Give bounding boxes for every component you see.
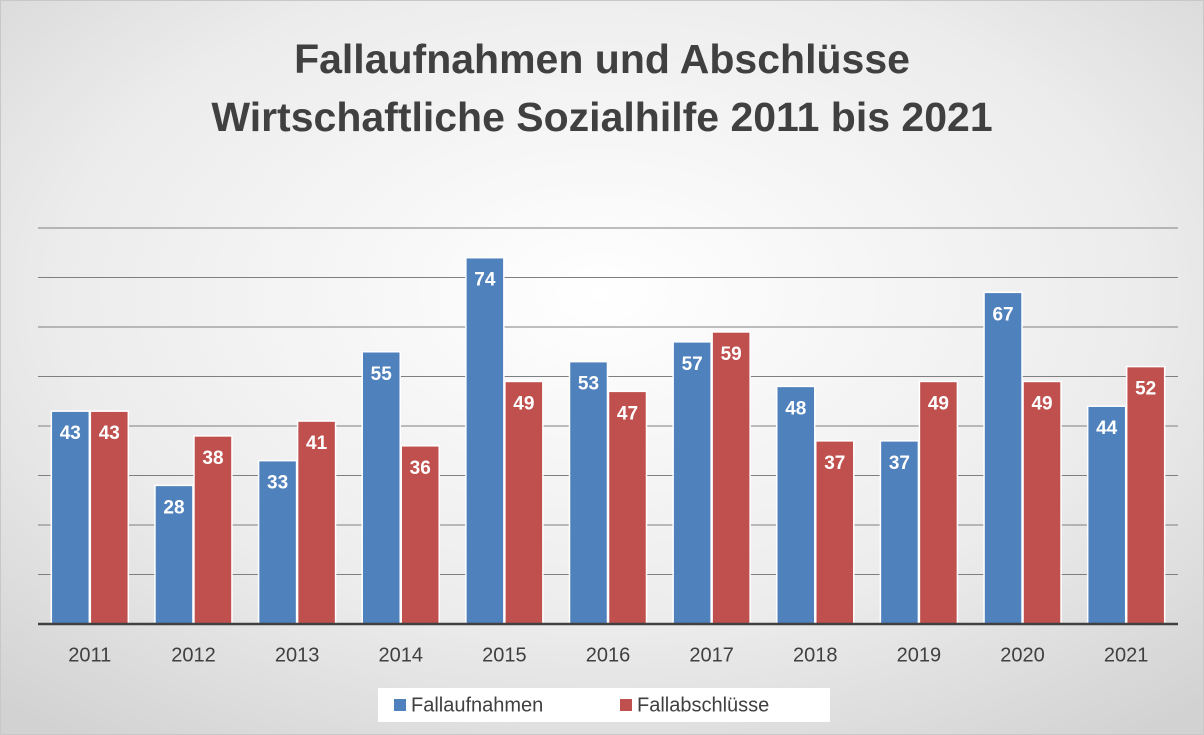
data-label: 47 (617, 403, 638, 424)
bar (465, 256, 505, 625)
data-label: 38 (202, 448, 223, 469)
chart-title: Fallaufnahmen und Abschlüsse (294, 36, 910, 82)
bar (154, 484, 194, 625)
data-label: 43 (60, 423, 81, 444)
x-tick-label: 2015 (482, 644, 527, 666)
bar (776, 385, 816, 625)
data-label: 67 (992, 304, 1013, 325)
bar (815, 440, 855, 625)
data-label: 57 (682, 354, 703, 375)
x-tick-label: 2013 (275, 644, 320, 666)
data-label: 59 (721, 344, 742, 365)
bar (568, 360, 609, 625)
bar (918, 380, 959, 625)
data-label: 44 (1096, 418, 1118, 439)
data-label: 49 (928, 393, 949, 414)
bar (50, 410, 91, 625)
data-label: 28 (163, 497, 184, 518)
data-label: 37 (889, 453, 910, 474)
legend-swatch (620, 699, 632, 711)
legend-label: Fallabschlüsse (637, 694, 769, 716)
legend-swatch (394, 699, 406, 711)
x-tick-label: 2019 (897, 644, 942, 666)
legend-box (378, 688, 830, 722)
bar (607, 390, 648, 625)
data-label: 33 (267, 473, 288, 494)
bar (1125, 365, 1166, 625)
legend-label: Fallaufnahmen (411, 694, 543, 716)
bar (1086, 405, 1127, 625)
chart-title: Wirtschaftliche Sozialhilfe 2011 bis 202… (211, 94, 992, 140)
x-tick-label: 2021 (1104, 644, 1149, 666)
data-label: 55 (371, 364, 393, 385)
data-label: 53 (578, 374, 599, 395)
bar (983, 291, 1023, 625)
x-tick-label: 2016 (586, 644, 631, 666)
data-label: 49 (1031, 393, 1052, 414)
x-tick-label: 2011 (68, 644, 111, 666)
bar (711, 331, 751, 625)
data-label: 36 (410, 458, 431, 479)
x-tick-label: 2018 (793, 644, 838, 666)
bar (296, 420, 337, 625)
x-tick-label: 2014 (378, 644, 423, 666)
data-label: 37 (824, 453, 845, 474)
bar (400, 445, 440, 625)
bar (504, 380, 544, 625)
bar (672, 341, 712, 625)
x-tick-label: 2012 (171, 644, 216, 666)
data-label: 43 (99, 423, 120, 444)
bar (879, 440, 920, 625)
data-label: 52 (1135, 379, 1156, 400)
x-tick-label: 2017 (689, 644, 734, 666)
data-label: 41 (306, 433, 328, 454)
x-tick-label: 2020 (1000, 644, 1045, 666)
data-label: 48 (785, 398, 806, 419)
bar (361, 351, 401, 625)
data-label: 74 (474, 270, 496, 291)
data-label: 49 (513, 393, 534, 414)
bar (1022, 380, 1062, 625)
